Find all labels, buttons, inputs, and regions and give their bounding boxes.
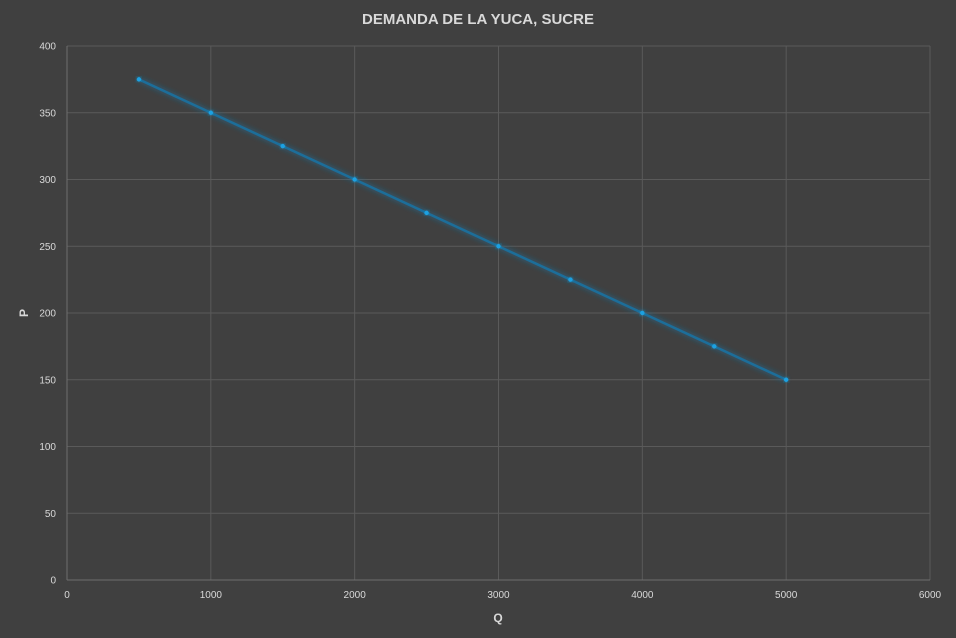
- y-tick-label: 300: [39, 175, 56, 186]
- x-tick-label: 2000: [344, 590, 367, 601]
- x-tick-label: 1000: [200, 590, 223, 601]
- data-point[interactable]: [352, 177, 357, 182]
- y-tick-label: 200: [39, 309, 56, 320]
- data-point[interactable]: [424, 210, 429, 216]
- y-tick-label: 400: [39, 42, 56, 53]
- series-line: [138, 78, 787, 381]
- x-axis-title: Q: [493, 611, 502, 625]
- x-tick-label: 0: [64, 590, 70, 601]
- y-tick-label: 0: [50, 576, 56, 587]
- x-tick-label: 6000: [919, 590, 942, 601]
- y-tick-label: 350: [39, 108, 56, 119]
- data-point[interactable]: [640, 310, 645, 316]
- x-tick-label: 3000: [487, 590, 510, 601]
- data-point[interactable]: [783, 377, 789, 382]
- chart-title: DEMANDA DE LA YUCA, SUCRE: [362, 11, 594, 28]
- data-point[interactable]: [568, 277, 573, 282]
- y-tick-label: 150: [39, 375, 56, 386]
- data-point[interactable]: [208, 110, 214, 115]
- y-tick-label: 50: [45, 509, 57, 520]
- x-tick-label: 4000: [631, 590, 654, 601]
- data-point[interactable]: [280, 143, 285, 149]
- y-tick-label: 250: [39, 242, 56, 253]
- series-layer: [136, 77, 789, 382]
- data-point[interactable]: [136, 77, 142, 82]
- grid-layer: [67, 45, 931, 580]
- y-tick-label: 100: [39, 442, 56, 453]
- data-point[interactable]: [712, 344, 717, 349]
- y-axis-title: P: [17, 309, 31, 317]
- data-point[interactable]: [496, 244, 501, 249]
- x-tick-label: 5000: [775, 590, 798, 601]
